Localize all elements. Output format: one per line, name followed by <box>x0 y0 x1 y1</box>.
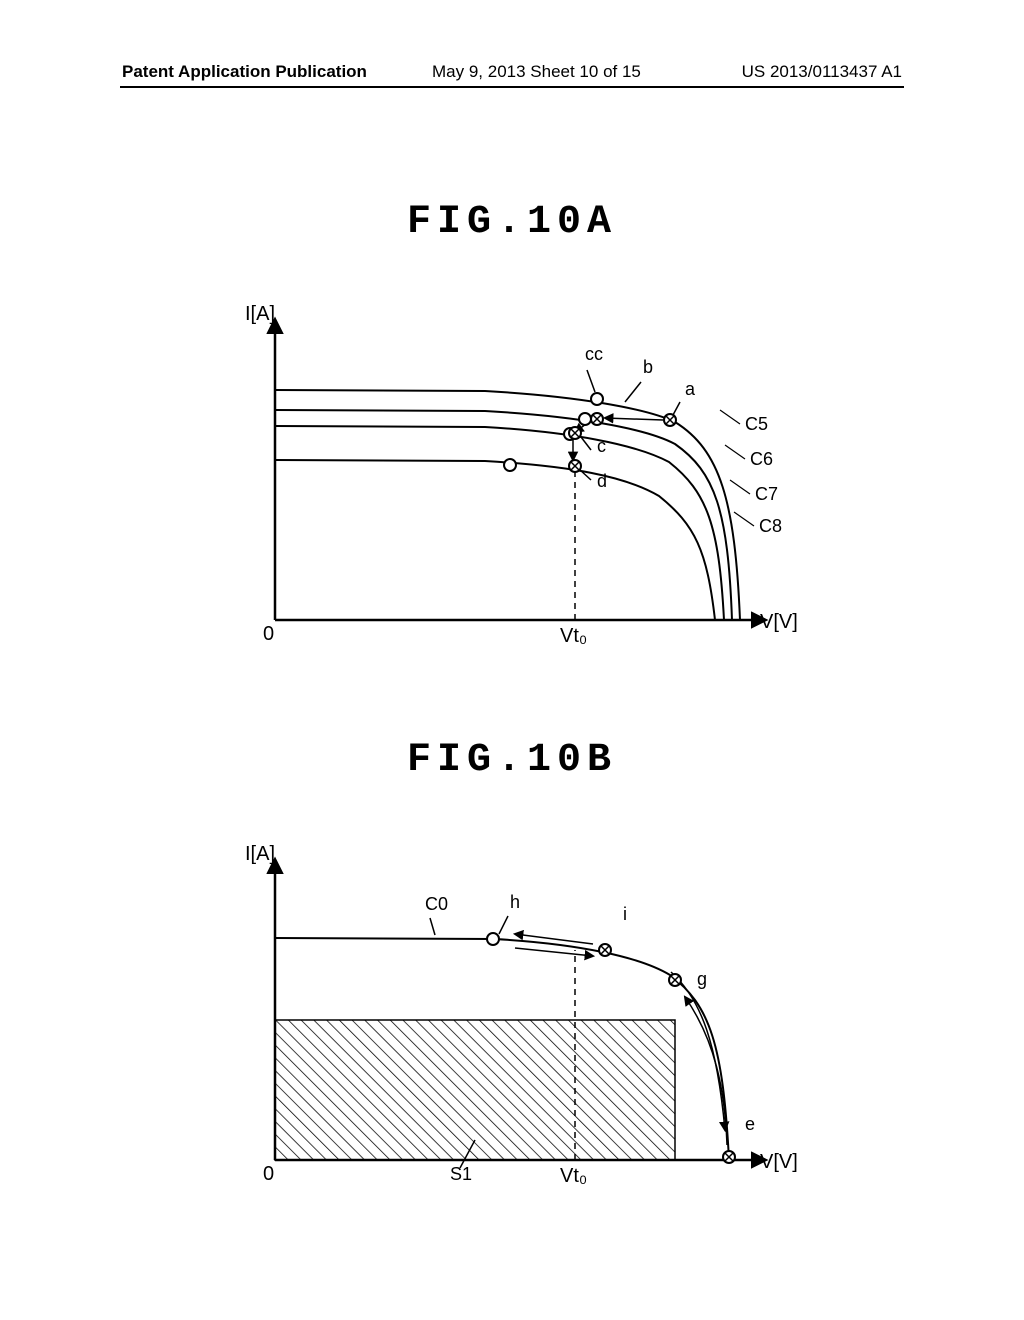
header-right-text: US 2013/0113437 A1 <box>742 62 902 82</box>
vt0-label: Vt₀ <box>560 1165 587 1187</box>
curve-label-c8: C8 <box>759 516 782 536</box>
area-s1 <box>275 1020 675 1160</box>
x-axis-label: V[V] <box>760 1151 798 1173</box>
point-label-c: c <box>597 436 606 456</box>
fig10b-svg: I[A] V[V] 0 Vt₀ C0 h i g e S1 <box>245 830 805 1190</box>
origin-label: 0 <box>263 1163 274 1185</box>
curve-label-c6: C6 <box>750 449 773 469</box>
header-rule <box>120 86 904 88</box>
label-g: g <box>697 969 707 989</box>
point-label-b: b <box>643 357 653 377</box>
origin-label: 0 <box>263 623 274 645</box>
y-axis-label: I[A] <box>245 303 275 325</box>
figure-10a-title: FIG.10A <box>0 200 1024 245</box>
vt0-label: Vt₀ <box>560 625 587 647</box>
iv-curve-c8 <box>275 460 715 620</box>
point-label-cc: cc <box>585 344 603 364</box>
x-axis-label: V[V] <box>760 611 798 633</box>
iv-curve-c7 <box>275 426 724 620</box>
y-axis-label: I[A] <box>245 843 275 865</box>
figure-10b-title: FIG.10B <box>0 738 1024 783</box>
iv-curve-c6 <box>275 410 732 620</box>
label-h: h <box>510 892 520 912</box>
point-label-d: d <box>597 471 607 491</box>
point-label-a: a <box>685 379 696 399</box>
label-S1: S1 <box>450 1164 472 1184</box>
curve-label-c5: C5 <box>745 414 768 434</box>
label-C0: C0 <box>425 894 448 914</box>
header-left-text: Patent Application Publication <box>122 62 367 82</box>
label-e: e <box>745 1114 755 1134</box>
curve-label-c7: C7 <box>755 484 778 504</box>
label-i: i <box>623 904 627 924</box>
header-middle-text: May 9, 2013 Sheet 10 of 15 <box>432 62 641 82</box>
patent-page: Patent Application Publication May 9, 20… <box>0 0 1024 1320</box>
fig10a-svg: I[A] V[V] 0 Vt₀ C5 C6 C7 C8 cc b a cd <box>245 290 805 650</box>
figure-10b-chart: I[A] V[V] 0 Vt₀ C0 h i g e S1 <box>245 830 805 1195</box>
figure-10a-chart: I[A] V[V] 0 Vt₀ C5 C6 C7 C8 cc b a cd <box>245 290 805 655</box>
